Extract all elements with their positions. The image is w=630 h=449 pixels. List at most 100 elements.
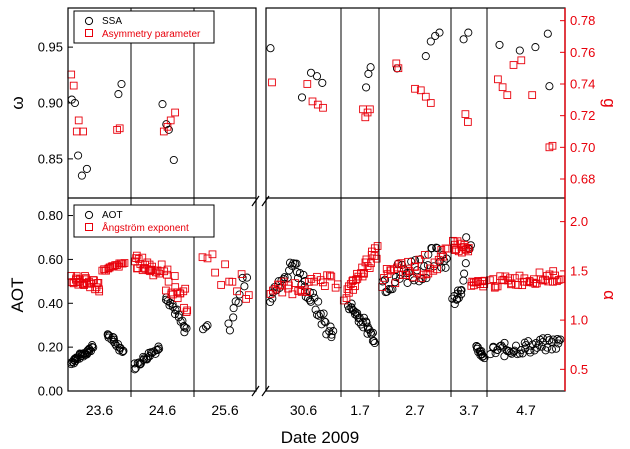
aot-point bbox=[153, 345, 163, 354]
axis-break-mark bbox=[261, 385, 270, 397]
angstrom-point bbox=[543, 272, 551, 280]
date-label: 23.6 bbox=[86, 402, 113, 418]
angstrom-point bbox=[554, 276, 563, 284]
aot-point bbox=[234, 298, 243, 307]
right-tick-label: 0.68 bbox=[570, 172, 595, 187]
legend-asym-label: Asymmetry parameter bbox=[102, 29, 201, 40]
aot-point bbox=[554, 339, 563, 348]
right-tick-label: 0.72 bbox=[570, 108, 595, 123]
asymmetry-point bbox=[394, 64, 403, 73]
angstrom-point bbox=[182, 308, 191, 316]
asymmetry-point bbox=[303, 80, 312, 88]
angstrom-point bbox=[424, 269, 433, 278]
angstrom-point bbox=[81, 272, 89, 280]
angstrom-point bbox=[532, 279, 541, 288]
ssa-point bbox=[459, 35, 468, 44]
aot-point bbox=[182, 324, 191, 333]
angstrom-point bbox=[279, 277, 288, 286]
angstrom-point bbox=[237, 270, 246, 278]
right-tick-label: 0.5 bbox=[570, 362, 588, 377]
angstrom-point bbox=[155, 269, 164, 278]
ssa-point bbox=[117, 79, 126, 89]
ssa-point bbox=[297, 93, 307, 102]
asymmetry-point bbox=[74, 116, 83, 125]
aot-point bbox=[322, 330, 331, 339]
angstrom-point bbox=[303, 288, 311, 296]
angstrom-point bbox=[183, 306, 192, 315]
ssa-point bbox=[82, 164, 91, 173]
aot-point bbox=[518, 349, 527, 358]
aot-point bbox=[538, 337, 547, 347]
asymmetry-point bbox=[268, 78, 276, 87]
ssa-point bbox=[543, 29, 552, 38]
angstrom-point bbox=[531, 280, 540, 288]
asymmetry-point bbox=[548, 141, 557, 150]
bottom-legend: AOT Ångström exponent bbox=[73, 204, 215, 238]
angstrom-point bbox=[433, 265, 442, 274]
aot-point bbox=[321, 318, 330, 327]
angstrom-point bbox=[556, 275, 565, 284]
aot-point bbox=[453, 294, 462, 304]
angstrom-point bbox=[515, 271, 524, 280]
plot-frame bbox=[67, 0, 566, 449]
asymmetry-point bbox=[166, 116, 175, 125]
angstrom-point bbox=[291, 279, 299, 287]
aot-point bbox=[285, 266, 294, 275]
angstrom-point bbox=[394, 260, 403, 269]
aot-point bbox=[291, 259, 300, 268]
aot-point bbox=[118, 347, 127, 356]
ssa-point bbox=[266, 44, 275, 53]
ssa-point bbox=[362, 83, 371, 92]
angstrom-point bbox=[549, 267, 558, 275]
aot-point bbox=[427, 244, 436, 253]
angstrom-point bbox=[173, 294, 182, 303]
left-tick-label: 0.40 bbox=[38, 296, 63, 311]
angstrom-point bbox=[549, 277, 557, 286]
angstrom-point bbox=[370, 244, 379, 253]
aot-point bbox=[326, 322, 335, 331]
aot-point bbox=[507, 349, 516, 358]
aot-point bbox=[454, 294, 463, 303]
angstrom-point bbox=[449, 236, 457, 245]
ssa-point bbox=[464, 28, 473, 37]
right-tick-label: 0.78 bbox=[570, 13, 595, 28]
aot-point bbox=[317, 320, 326, 329]
angstrom-point bbox=[300, 286, 309, 295]
angstrom-point bbox=[179, 287, 188, 296]
angstrom-point bbox=[327, 272, 336, 281]
legend-aot-marker bbox=[84, 210, 94, 220]
asymmetry-point bbox=[69, 81, 78, 90]
angstrom-point bbox=[316, 276, 325, 284]
top-right-axis-title: g bbox=[600, 98, 619, 107]
date-label: 2.7 bbox=[405, 402, 425, 418]
aot-point bbox=[459, 276, 468, 285]
angstrom-point bbox=[373, 242, 382, 250]
legend-ssa-marker bbox=[84, 16, 94, 26]
aot-point bbox=[299, 270, 308, 279]
aot-point bbox=[526, 348, 535, 357]
angstrom-point bbox=[85, 277, 93, 286]
aot-point bbox=[85, 345, 94, 354]
left-tick-label: 0.85 bbox=[38, 151, 63, 166]
legend-asym-marker bbox=[85, 29, 93, 37]
aot-point bbox=[329, 327, 338, 336]
left-tick-label: 0.95 bbox=[38, 40, 63, 55]
aot-point bbox=[109, 337, 118, 346]
angstrom-point bbox=[372, 254, 381, 263]
aot-point bbox=[201, 322, 211, 331]
right-tick-label: 0.70 bbox=[570, 140, 595, 155]
bottom-panel-marks bbox=[67, 233, 565, 374]
axis-break-mark bbox=[251, 385, 260, 397]
ssa-point bbox=[306, 68, 316, 77]
aot-point bbox=[280, 273, 289, 282]
aot-point bbox=[225, 326, 234, 335]
legend-angstrom-marker bbox=[85, 223, 93, 231]
asymmetry-point bbox=[115, 124, 124, 133]
aot-point bbox=[89, 343, 98, 352]
aot-point bbox=[521, 344, 530, 353]
asymmetry-point bbox=[171, 108, 179, 117]
asymmetry-point bbox=[366, 105, 374, 114]
angstrom-point bbox=[472, 278, 480, 287]
aot-point bbox=[441, 263, 450, 272]
angstrom-point bbox=[233, 287, 241, 296]
